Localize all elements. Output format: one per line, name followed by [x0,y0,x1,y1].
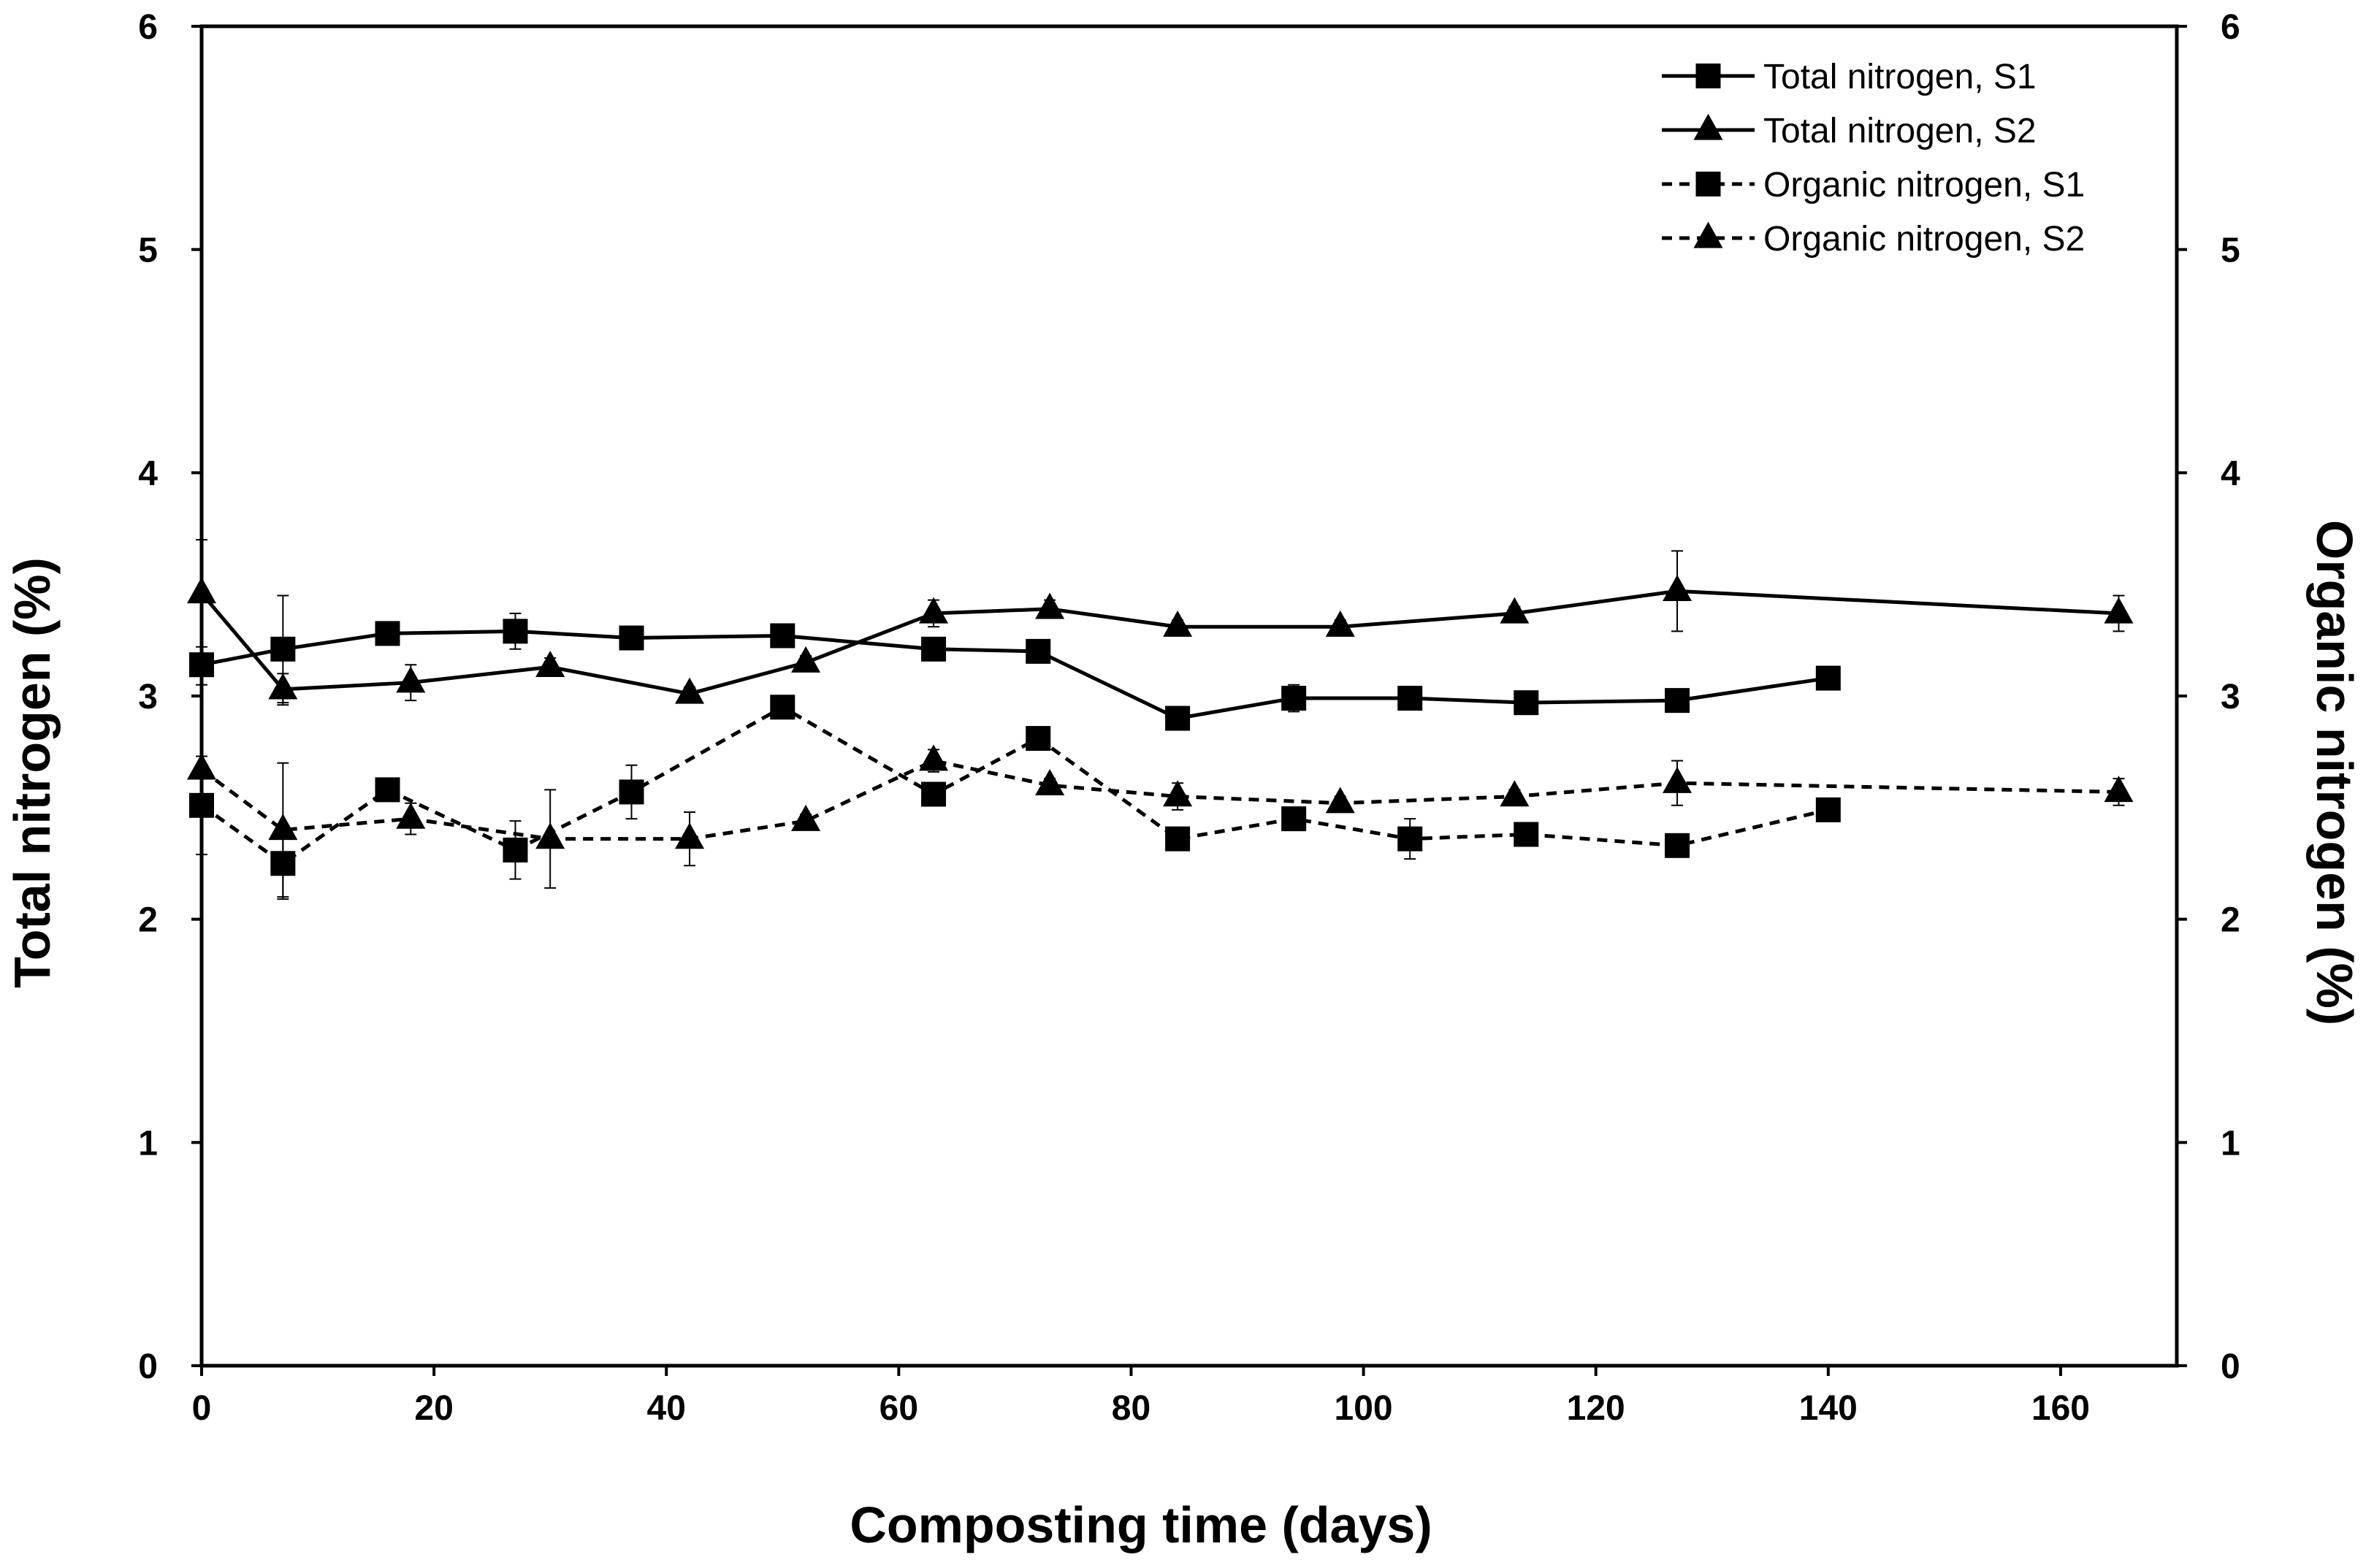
data-point-total-nitrogen-s2 [1035,592,1065,619]
y-tick-label-left: 5 [138,232,158,270]
data-point-total-nitrogen-s2 [791,646,821,673]
y-tick-label-right: 3 [2221,678,2240,716]
data-point-organic-nitrogen-s1 [1397,826,1423,852]
y-tick-label-right: 0 [2221,1347,2240,1386]
data-point-total-nitrogen-s2 [535,650,565,677]
data-point-organic-nitrogen-s2 [1035,768,1065,795]
y-tick-label-right: 2 [2221,901,2240,940]
y-tick-label-right: 4 [2221,454,2240,493]
data-point-organic-nitrogen-s1 [375,777,400,803]
x-tick-label: 160 [2031,1389,2090,1428]
data-point-organic-nitrogen-s1 [1815,797,1841,822]
data-point-organic-nitrogen-s1 [1165,826,1191,852]
data-point-total-nitrogen-s1 [375,621,400,646]
data-point-total-nitrogen-s1 [1165,705,1191,731]
legend-label: Organic nitrogen, S2 [1763,220,2085,259]
plot-area [187,539,2134,900]
data-point-organic-nitrogen-s2 [1663,766,1693,793]
y-tick-label-left: 4 [138,454,158,493]
data-point-organic-nitrogen-s2 [268,814,298,841]
x-tick-label: 140 [1799,1389,1858,1428]
data-point-organic-nitrogen-s1 [619,779,644,805]
y-tick-label-left: 2 [138,901,158,940]
legend: Total nitrogen, S1 Total nitrogen, S2 Orga… [1662,58,2085,259]
data-point-total-nitrogen-s1 [1281,686,1307,711]
data-point-organic-nitrogen-s1 [1665,833,1690,858]
legend-label: Total nitrogen, S1 [1763,58,2037,96]
y-tick-label-left: 0 [138,1347,158,1386]
data-point-organic-nitrogen-s2 [535,822,565,849]
data-point-organic-nitrogen-s2 [1163,780,1193,807]
data-point-organic-nitrogen-s2 [675,822,705,849]
data-point-total-nitrogen-s1 [270,636,296,662]
data-point-organic-nitrogen-s2 [1325,787,1355,814]
legend-marker [1695,64,1721,88]
x-tick-label: 0 [192,1389,212,1428]
data-point-organic-nitrogen-s1 [1026,726,1051,752]
legend-marker [1693,221,1723,248]
legend-marker [1695,172,1721,196]
y-axis-title-right: Organic nitrogen (%) [2306,520,2363,1025]
y-tick-label-left: 3 [138,678,158,716]
data-point-total-nitrogen-s1 [619,625,644,651]
data-point-total-nitrogen-s1 [1665,688,1690,714]
data-point-organic-nitrogen-s2 [396,802,426,829]
x-axis-title: Composting time (days) [850,1496,1432,1553]
series-line-organic-nitrogen-s1 [200,705,1829,865]
y-tick-label-left: 6 [138,8,158,47]
legend-label: Organic nitrogen, S1 [1763,166,2085,204]
y-tick-label-right: 5 [2221,232,2240,270]
x-tick-label: 120 [1567,1389,1625,1428]
x-tick-label: 20 [414,1389,453,1428]
data-point-total-nitrogen-s2 [919,597,949,624]
data-point-organic-nitrogen-s2 [2104,776,2134,803]
legend-marker [1693,113,1723,140]
data-point-total-nitrogen-s1 [1815,665,1841,691]
data-point-organic-nitrogen-s1 [1281,806,1307,832]
data-point-total-nitrogen-s2 [675,677,705,704]
data-point-total-nitrogen-s2 [1163,610,1193,637]
y-tick-label-right: 1 [2221,1124,2240,1163]
series-line-total-nitrogen-s1 [201,629,1829,721]
data-point-total-nitrogen-s1 [503,619,528,644]
y-tick-label-left: 1 [138,1124,158,1163]
data-point-organic-nitrogen-s1 [1514,822,1539,847]
x-tick-label: 40 [647,1389,686,1428]
data-point-total-nitrogen-s1 [1397,686,1423,711]
data-point-total-nitrogen-s2 [1325,610,1355,637]
data-point-total-nitrogen-s2 [396,666,426,693]
data-point-organic-nitrogen-s2 [1500,780,1530,807]
data-point-organic-nitrogen-s2 [919,744,949,771]
y-axis-title-left: Total nitrogen (%) [4,557,61,988]
x-tick-label: 80 [1112,1389,1150,1428]
x-tick-label: 60 [879,1389,918,1428]
x-tick-label: 100 [1335,1389,1393,1428]
data-point-total-nitrogen-s2 [1663,575,1693,602]
data-point-total-nitrogen-s1 [1514,690,1539,716]
data-point-total-nitrogen-s2 [268,673,298,700]
legend-label: Total nitrogen, S2 [1763,112,2037,150]
data-point-organic-nitrogen-s2 [791,804,821,831]
data-point-organic-nitrogen-s1 [503,837,528,863]
data-point-total-nitrogen-s1 [1026,638,1051,664]
y-tick-label-right: 6 [2221,8,2240,47]
data-point-total-nitrogen-s1 [770,623,795,649]
data-point-total-nitrogen-s1 [921,636,947,662]
data-point-organic-nitrogen-s1 [770,695,795,720]
data-point-organic-nitrogen-s1 [921,781,947,807]
data-point-total-nitrogen-s2 [1500,597,1530,624]
data-point-total-nitrogen-s2 [2104,597,2134,624]
